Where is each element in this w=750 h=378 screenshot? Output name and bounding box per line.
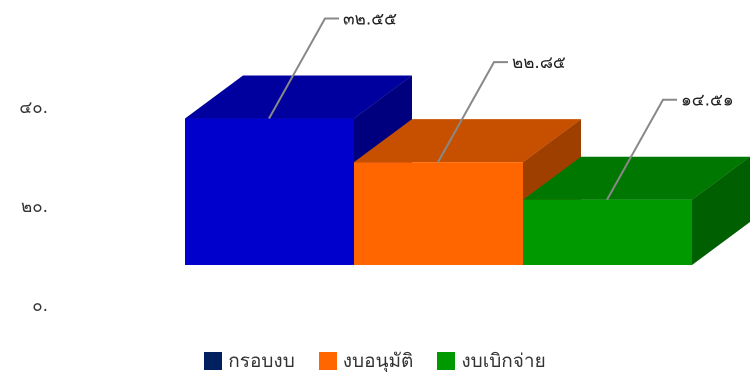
bar [523,156,750,265]
data-label: ๓๒.๕๕ [343,10,397,30]
bars [185,75,750,266]
bar-top-face [185,75,412,119]
data-label-leader [437,61,508,163]
y-axis: ๐. ๒๐. ๔๐. [19,98,48,316]
data-label-leader [606,98,677,201]
legend: กรอบงบ งบอนุมัติ งบเบิกจ่าย [0,346,750,376]
data-label: ๒๒.๘๕ [512,53,566,73]
data-label-leader [268,17,339,120]
legend-swatch [318,352,337,370]
legend-item-disbursed[interactable]: งบเบิกจ่าย [437,346,546,376]
legend-item-approved[interactable]: งบอนุมัติ [318,346,414,376]
data-label: ๑๔.๕๑ [681,91,734,111]
legend-swatch [204,352,223,370]
bar-front-face [185,118,354,266]
y-tick-label: ๐. [32,296,48,316]
bar-top-face [354,119,581,163]
bar-front-face [354,162,523,265]
bar-front-face [523,199,692,265]
bar-side-face [692,156,750,265]
legend-label: กรอบงบ [228,350,295,372]
legend-label: งบอนุมัติ [342,350,414,372]
legend-item-budget-frame[interactable]: กรอบงบ [204,346,295,376]
bar-top-face [523,156,750,200]
legend-label: งบเบิกจ่าย [461,350,546,372]
y-tick-label: ๔๐. [19,98,48,118]
legend-swatch [437,352,456,370]
y-tick-label: ๒๐. [21,197,48,217]
